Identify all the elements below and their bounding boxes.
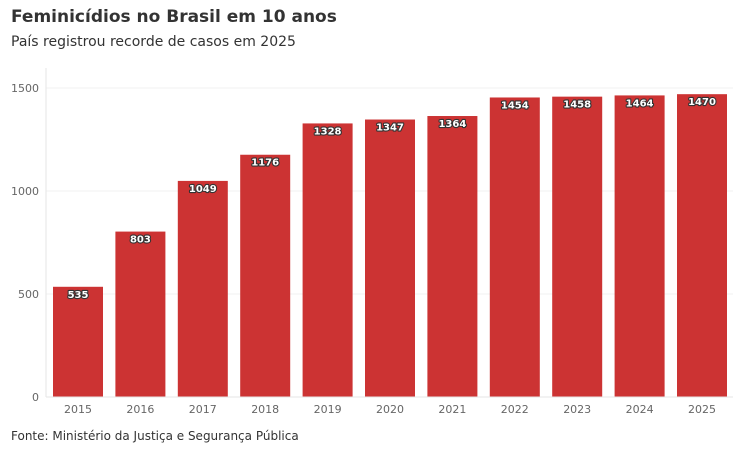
- bar: [614, 95, 665, 398]
- x-tick-label: 2022: [501, 403, 529, 416]
- x-axis: 2015 2016 2017 2018 2019 2020 2021 2022 2023 2024…: [46, 396, 733, 416]
- data-label: 535: [68, 290, 89, 301]
- data-label: 1328: [314, 126, 342, 137]
- chart-title: Feminicídios no Brasil em 10 anos: [11, 7, 337, 27]
- data-label: 1458: [563, 100, 591, 111]
- data-label: 1464: [626, 98, 654, 109]
- y-tick-label: 0: [32, 391, 39, 404]
- chart-subtitle: País registrou recorde de casos em 2025: [11, 34, 296, 50]
- bar: [365, 119, 415, 398]
- bar: [53, 286, 103, 397]
- y-axis: 0 500 1000 1500: [11, 68, 47, 404]
- x-tick-label: 2024: [626, 403, 654, 416]
- x-tick-label: 2015: [64, 403, 92, 416]
- data-label: 1347: [376, 123, 404, 134]
- data-label: 803: [130, 235, 151, 246]
- bar: [240, 154, 291, 397]
- data-label: 1364: [438, 119, 466, 130]
- data-label: 1049: [189, 184, 217, 195]
- source-note: Fonte: Ministério da Justiça e Segurança…: [11, 429, 299, 443]
- x-tick-label: 2023: [563, 403, 591, 416]
- y-tick-label: 1000: [11, 185, 39, 198]
- data-label: 1470: [688, 97, 716, 108]
- x-tick-label: 2020: [376, 403, 404, 416]
- bar: [552, 96, 603, 398]
- y-tick-label: 1500: [11, 82, 39, 95]
- bar: [427, 116, 478, 398]
- x-tick-label: 2017: [189, 403, 217, 416]
- x-tick-label: 2018: [251, 403, 279, 416]
- data-label: 1176: [251, 158, 279, 169]
- bar: [677, 94, 727, 398]
- bar: [489, 97, 540, 397]
- x-tick-label: 2016: [126, 403, 154, 416]
- bar: [115, 231, 166, 397]
- x-tick-label: 2025: [688, 403, 716, 416]
- x-tick-label: 2021: [438, 403, 466, 416]
- x-tick-label: 2019: [314, 403, 342, 416]
- data-labels: 535 803 1049 1176 1328 1347 1364 1454 1458 1464 14…: [66, 96, 717, 302]
- bar: [177, 180, 228, 397]
- data-label: 1454: [501, 100, 529, 111]
- bars: [53, 94, 727, 398]
- bar: [302, 123, 353, 398]
- y-tick-label: 500: [18, 288, 39, 301]
